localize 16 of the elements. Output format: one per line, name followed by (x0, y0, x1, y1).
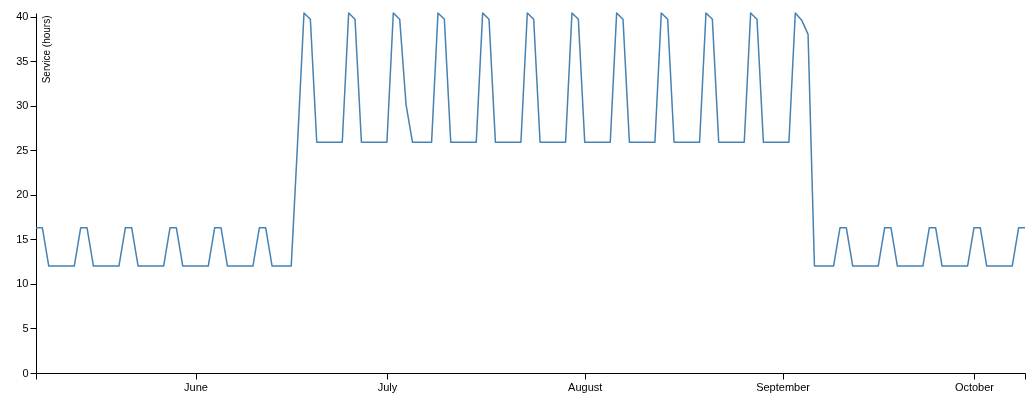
x-tick-label: September (756, 380, 811, 393)
y-axis-title: Service (hours) (40, 15, 52, 84)
x-tick-label: October (954, 380, 995, 393)
y-tick-label: 35 (16, 54, 29, 67)
y-tick-label: 15 (16, 232, 29, 245)
x-tick-label: July (377, 380, 398, 393)
y-tick-label: 25 (16, 143, 29, 156)
y-tick-label: 30 (16, 99, 29, 112)
y-tick-label: 0 (22, 366, 29, 379)
y-tick-label: 5 (22, 321, 29, 334)
x-tick-label: August (568, 380, 603, 393)
y-tick-label: 10 (16, 277, 29, 290)
y-tick-label: 20 (16, 188, 29, 201)
line-series (35, 12, 1026, 267)
y-tick-label: 40 (16, 10, 29, 23)
x-tick-label: June (184, 380, 208, 393)
